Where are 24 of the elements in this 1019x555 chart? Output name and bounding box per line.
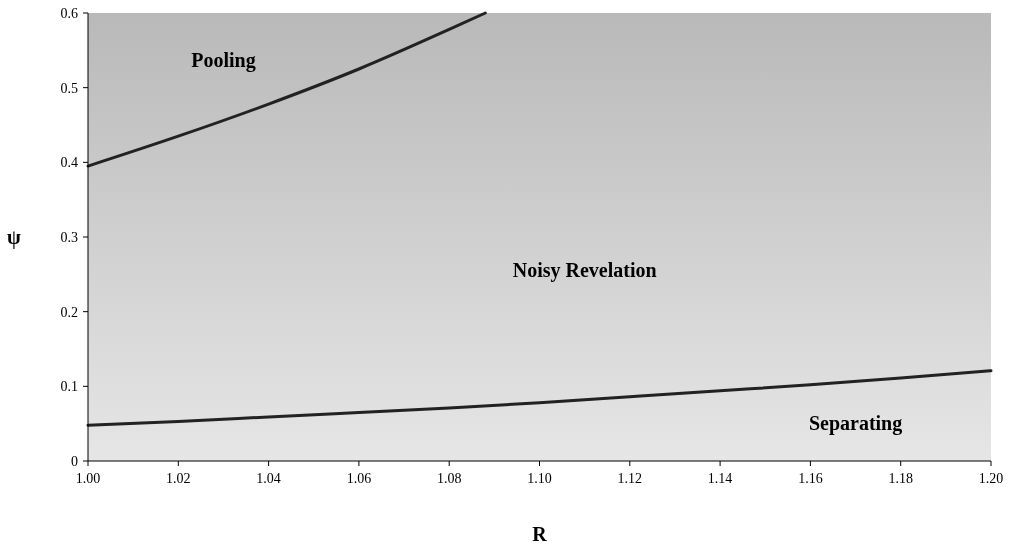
x-tick-label: 1.08 bbox=[436, 471, 462, 486]
y-tick-label: 0.2 bbox=[60, 304, 78, 320]
x-tick-label: 1.18 bbox=[888, 471, 913, 486]
x-tick-label: 1.00 bbox=[75, 471, 101, 486]
x-tick-label: 1.20 bbox=[978, 471, 1004, 486]
annotation: Separating bbox=[808, 411, 903, 435]
y-tick-label: 0.3 bbox=[60, 230, 78, 245]
x-tick-label: 1.04 bbox=[256, 471, 281, 486]
x-tick-label: 1.10 bbox=[527, 471, 552, 486]
x-tick-label: 1.12 bbox=[617, 471, 643, 486]
x-tick-label: 1.14 bbox=[707, 471, 733, 486]
y-axis-title: ψ bbox=[7, 226, 22, 249]
y-tick-label: 0.1 bbox=[60, 379, 78, 395]
line-series bbox=[86, 11, 487, 168]
x-tick-label: 1.06 bbox=[346, 471, 372, 486]
annotation: Noisy Revelation bbox=[512, 259, 657, 283]
x-tick-label: 1.16 bbox=[798, 471, 823, 486]
y-tick-label: 0.5 bbox=[60, 80, 78, 96]
annotation: Pooling bbox=[191, 48, 256, 72]
x-tick-label: 1.02 bbox=[166, 471, 191, 486]
y-tick-label: 0.6 bbox=[60, 6, 78, 21]
y-tick-label: 0.4 bbox=[60, 155, 78, 171]
y-tick-label: 0 bbox=[71, 454, 78, 469]
x-axis-title: R bbox=[532, 523, 548, 545]
